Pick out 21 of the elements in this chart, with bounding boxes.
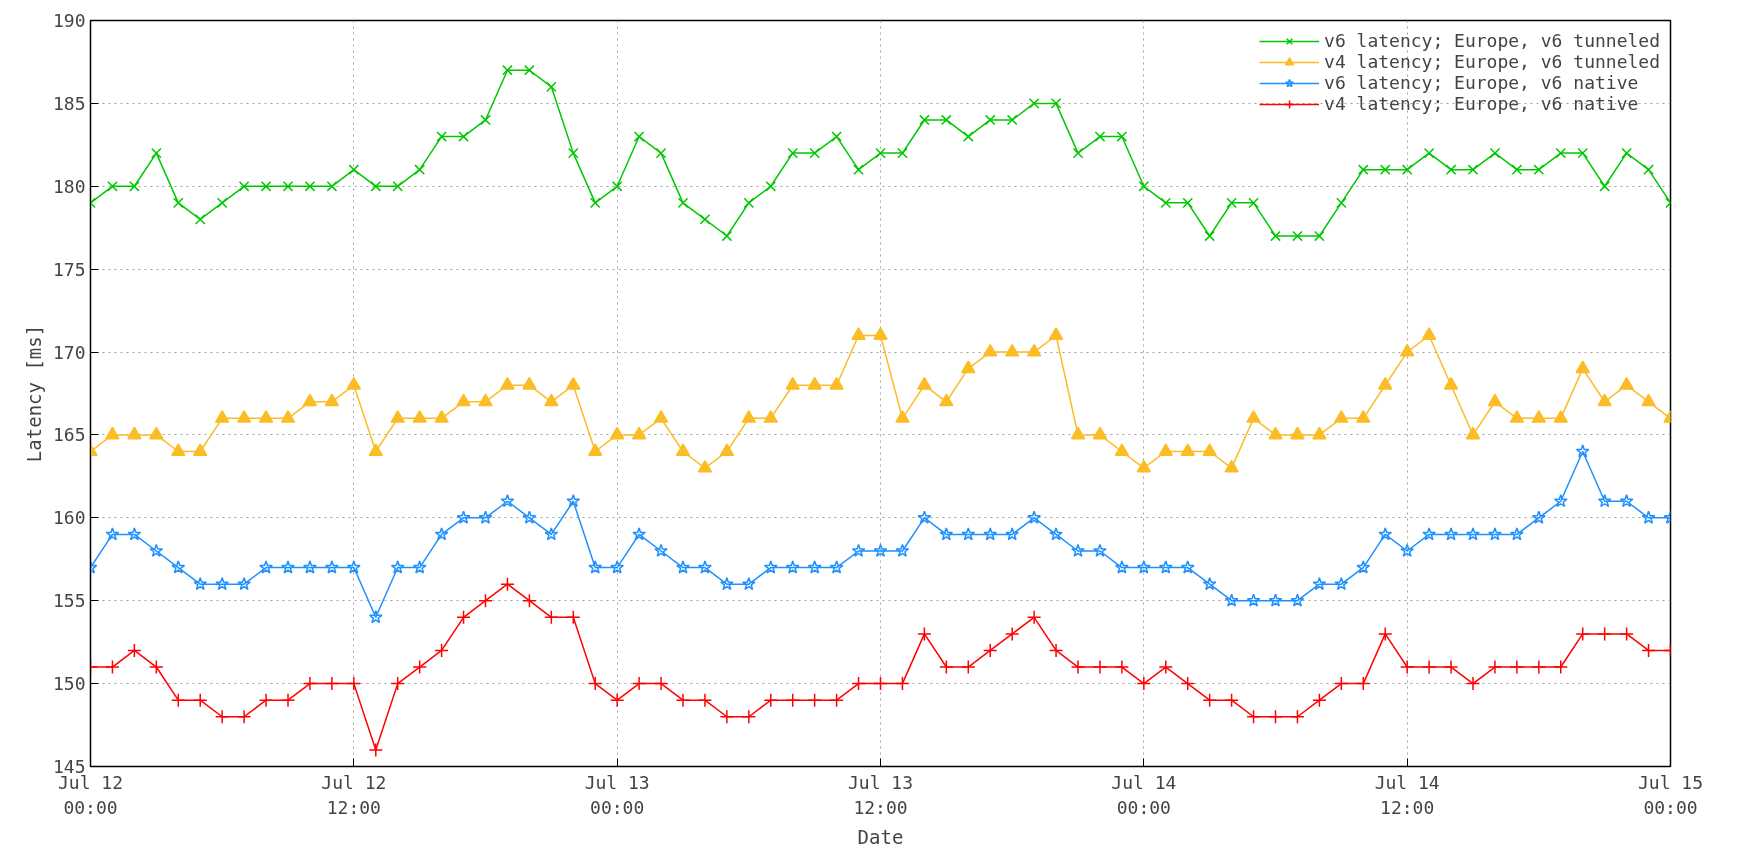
- legend-label: v4 latency; Europe, v6 tunneled: [1324, 51, 1660, 72]
- x-tick-label: Jul 13 12:00: [847, 771, 914, 818]
- y-tick-label: 155: [52, 590, 86, 612]
- x-tick-label: Jul 15 00:00: [1637, 771, 1704, 818]
- legend-label: v6 latency; Europe, v6 tunneled: [1324, 30, 1660, 51]
- x-tick-label: Jul 14 00:00: [1111, 771, 1177, 818]
- y-tick-label: 180: [52, 175, 86, 197]
- y-tick-label: 150: [52, 673, 86, 695]
- y-axis-title: Latency [ms]: [22, 324, 45, 463]
- legend-label: v4 latency; Europe, v6 native: [1324, 93, 1639, 114]
- x-tick-label: Jul 13 00:00: [584, 771, 650, 818]
- x-tick-label: Jul 12 12:00: [321, 771, 387, 818]
- y-tick-label: 165: [52, 424, 86, 446]
- y-tick-label: 190: [52, 10, 86, 31]
- x-axis-title: Date: [857, 825, 904, 848]
- y-tick-label: 185: [52, 92, 86, 114]
- y-tick-label: 160: [52, 507, 86, 529]
- y-tick-label: 170: [52, 341, 86, 363]
- x-tick-label: Jul 14 12:00: [1374, 771, 1440, 818]
- y-tick-label: 175: [52, 258, 86, 280]
- legend-label: v6 latency; Europe, v6 native: [1324, 72, 1639, 93]
